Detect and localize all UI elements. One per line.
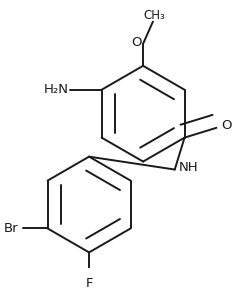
Text: F: F — [85, 276, 93, 288]
Text: H₂N: H₂N — [44, 83, 69, 96]
Text: O: O — [132, 36, 142, 49]
Text: NH: NH — [178, 161, 198, 174]
Text: O: O — [221, 119, 232, 132]
Text: Br: Br — [3, 222, 18, 235]
Text: CH₃: CH₃ — [143, 9, 165, 22]
